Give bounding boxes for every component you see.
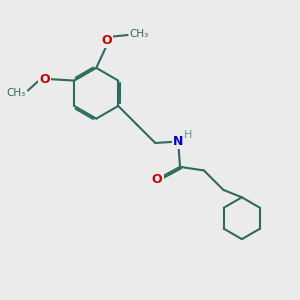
Text: O: O	[39, 73, 50, 85]
Text: O: O	[101, 34, 112, 46]
Text: CH₃: CH₃	[129, 28, 148, 38]
Text: O: O	[152, 173, 162, 186]
Text: N: N	[173, 135, 184, 148]
Text: CH₃: CH₃	[6, 88, 26, 98]
Text: H: H	[184, 130, 192, 140]
